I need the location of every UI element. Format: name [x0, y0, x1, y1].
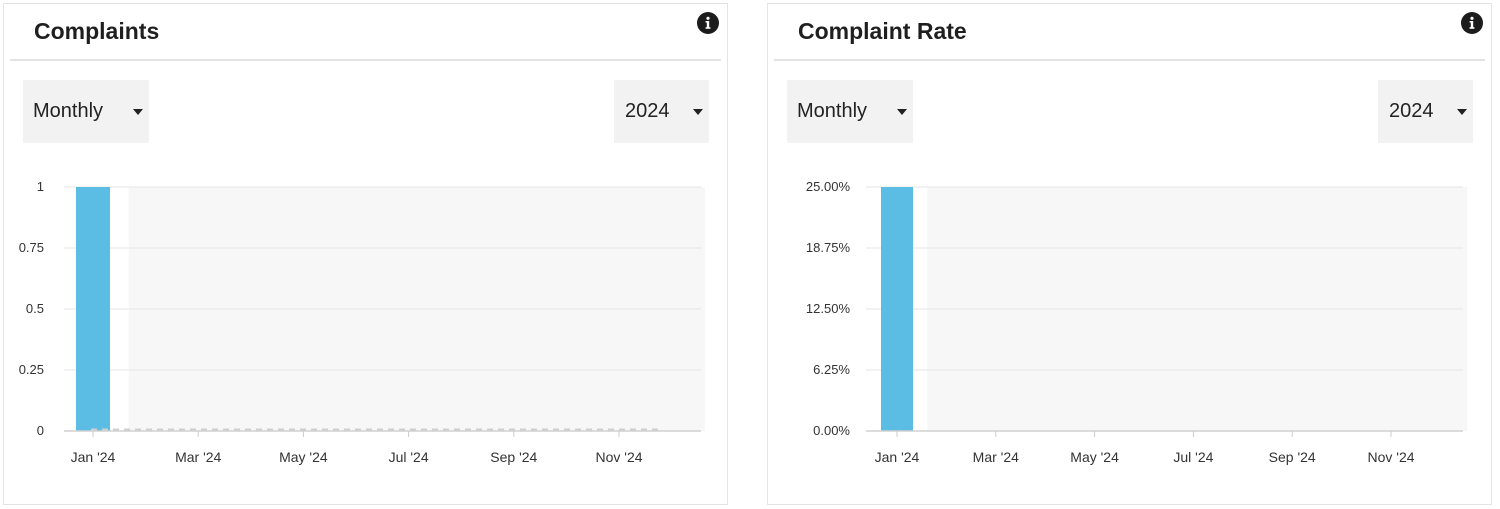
period-select-value: Monthly — [797, 100, 868, 122]
complaints-panel: Complaints Monthly 2024 0 0.25 0.5 0.75 1 Jan… — [3, 3, 728, 505]
year-select[interactable]: 2024 — [614, 80, 709, 143]
caret-down-icon — [693, 109, 703, 115]
x-tick-label: Mar '24 — [175, 449, 221, 465]
x-tick-label: Jul '24 — [1173, 449, 1213, 465]
y-tick-label: 12.50% — [806, 301, 851, 316]
title-divider — [10, 59, 721, 61]
x-tick-label: Nov '24 — [1367, 449, 1414, 465]
bar-jan--24 — [881, 187, 913, 431]
y-tick-label: 1 — [37, 179, 44, 194]
caret-down-icon — [133, 109, 143, 115]
year-select-value: 2024 — [625, 100, 670, 122]
x-tick-label: Mar '24 — [973, 449, 1019, 465]
complaint-rate-panel: Complaint Rate Monthly 2024 0.00% 6.25% 12… — [767, 3, 1492, 505]
x-tick-label: Nov '24 — [595, 449, 642, 465]
y-tick-label: 25.00% — [806, 179, 851, 194]
year-select[interactable]: 2024 — [1378, 80, 1473, 143]
caret-down-icon — [897, 109, 907, 115]
bar-jan--24 — [76, 187, 110, 431]
x-tick-label: Sep '24 — [490, 449, 537, 465]
y-tick-label: 0 — [37, 423, 44, 438]
title-divider — [774, 59, 1485, 61]
info-circle-icon[interactable] — [1461, 12, 1483, 34]
period-select[interactable]: Monthly — [23, 80, 149, 143]
y-tick-label: 0.75 — [19, 240, 44, 255]
period-select-value: Monthly — [33, 100, 104, 122]
y-tick-label: 0.00% — [813, 423, 850, 438]
x-tick-label: Sep '24 — [1269, 449, 1316, 465]
panel-title: Complaint Rate — [798, 18, 967, 44]
x-tick-label: Jul '24 — [389, 449, 429, 465]
year-select-value: 2024 — [1389, 100, 1434, 122]
caret-down-icon — [1457, 109, 1467, 115]
info-circle-icon[interactable] — [697, 12, 719, 34]
x-tick-label: Jan '24 — [71, 449, 116, 465]
x-tick-label: May '24 — [1070, 449, 1119, 465]
period-select[interactable]: Monthly — [787, 80, 913, 143]
panel-title: Complaints — [34, 18, 160, 44]
y-tick-label: 0.25 — [19, 362, 44, 377]
x-tick-label: May '24 — [279, 449, 328, 465]
y-tick-label: 18.75% — [806, 240, 851, 255]
complaint-rate-bar-chart: 0.00% 6.25% 12.50% 18.75% 25.00% Jan '24 Mar '… — [806, 179, 1467, 465]
complaints-bar-chart: 0 0.25 0.5 0.75 1 Jan '24 Mar '24 May '24 Jul '2… — [19, 179, 706, 465]
y-tick-label: 0.5 — [26, 301, 44, 316]
x-tick-label: Jan '24 — [875, 449, 920, 465]
y-tick-label: 6.25% — [813, 362, 850, 377]
